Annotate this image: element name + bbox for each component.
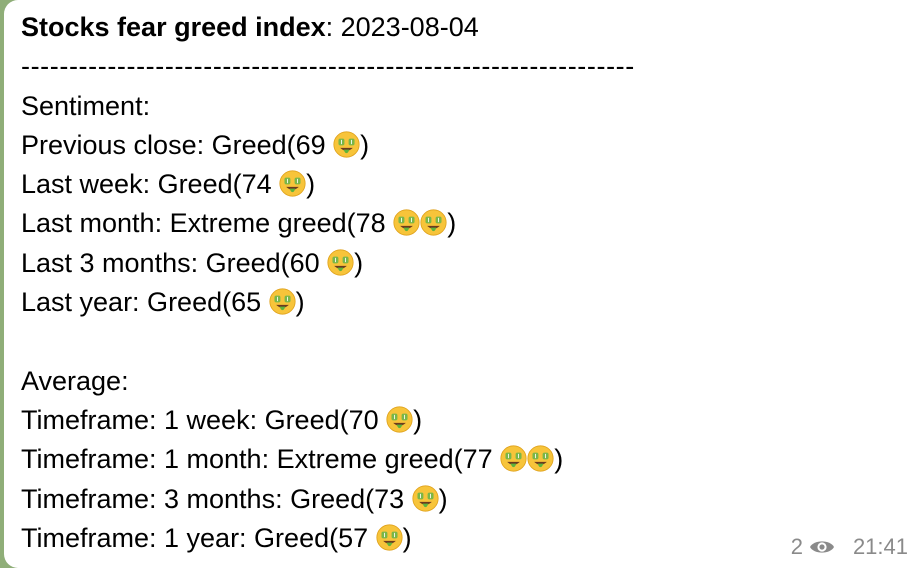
close-paren: ): [438, 483, 448, 514]
average-list: Timeframe: 1 week: Greed(70 ) Timeframe: …: [21, 401, 914, 558]
sentiment-item-text: Last month: Extreme greed(78: [21, 208, 394, 239]
money-mouth-face-icon: [279, 170, 306, 197]
close-paren: ): [554, 444, 564, 475]
separator-line: ----------------------------------------…: [21, 51, 635, 82]
money-mouth-face-icon: [420, 209, 447, 237]
average-item: Timeframe: 3 months: Greed(73 ): [21, 480, 914, 519]
sentiment-item-text: Last 3 months: Greed(60: [21, 247, 328, 278]
money-mouth-face-icon: [527, 445, 554, 472]
money-mouth-face-icon: [393, 209, 420, 237]
money-mouth-face-icon: [376, 524, 403, 551]
average-header: Average:: [21, 365, 129, 396]
money-mouth-face-icon: [333, 131, 360, 158]
money-mouth-face-icon: [327, 249, 354, 276]
close-paren: ): [413, 404, 423, 435]
sentiment-item-text: Last week: Greed(74: [21, 169, 280, 200]
close-paren: ): [354, 247, 364, 278]
view-count: 2: [790, 534, 803, 559]
message-title: Stocks fear greed index: 2023-08-04: [21, 8, 914, 47]
average-item-text: Timeframe: 1 year: Greed(57: [21, 522, 376, 553]
money-mouth-face-icon: [386, 406, 413, 433]
money-mouth-face-icon: [500, 445, 527, 472]
sentiment-item-text: Previous close: Greed(69: [21, 129, 334, 160]
average-item-text: Timeframe: 1 week: Greed(70: [21, 404, 387, 435]
average-item: Timeframe: 1 week: Greed(70 ): [21, 401, 914, 440]
close-paren: ): [295, 287, 305, 318]
eye-icon: [809, 541, 834, 553]
average-item-text: Timeframe: 1 month: Extreme greed(77: [21, 444, 501, 475]
message-meta: 2 21:41: [791, 534, 908, 560]
close-paren: ): [447, 208, 457, 239]
title-date: : 2023-08-04: [325, 12, 479, 42]
money-mouth-face-icon: [412, 484, 439, 512]
sentiment-item: Last year: Greed(65 ): [21, 283, 914, 322]
sentiment-item: Last 3 months: Greed(60 ): [21, 244, 914, 283]
sentiment-item: Last month: Extreme greed(78 ): [21, 204, 914, 243]
sentiment-item: Last week: Greed(74 ): [21, 165, 914, 204]
money-mouth-face-icon: [269, 288, 296, 315]
sentiment-item: Previous close: Greed(69 ): [21, 126, 914, 165]
sentiment-item-text: Last year: Greed(65: [21, 287, 269, 318]
close-paren: ): [306, 169, 316, 200]
average-item: Timeframe: 1 month: Extreme greed(77 ): [21, 440, 914, 479]
sentiment-list: Previous close: Greed(69 ) Last week: Gre…: [21, 126, 914, 322]
average-item-text: Timeframe: 3 months: Greed(73: [21, 483, 412, 514]
close-paren: ): [360, 129, 370, 160]
message-bubble[interactable]: Stocks fear greed index: 2023-08-04 ----…: [4, 0, 914, 568]
average-item: Timeframe: 1 year: Greed(57 ): [21, 519, 914, 558]
sentiment-header: Sentiment:: [21, 90, 151, 121]
title-bold: Stocks fear greed index: [21, 12, 326, 42]
blank-line: [21, 322, 914, 361]
close-paren: ): [402, 522, 412, 553]
message-time: 21:41: [852, 534, 908, 559]
